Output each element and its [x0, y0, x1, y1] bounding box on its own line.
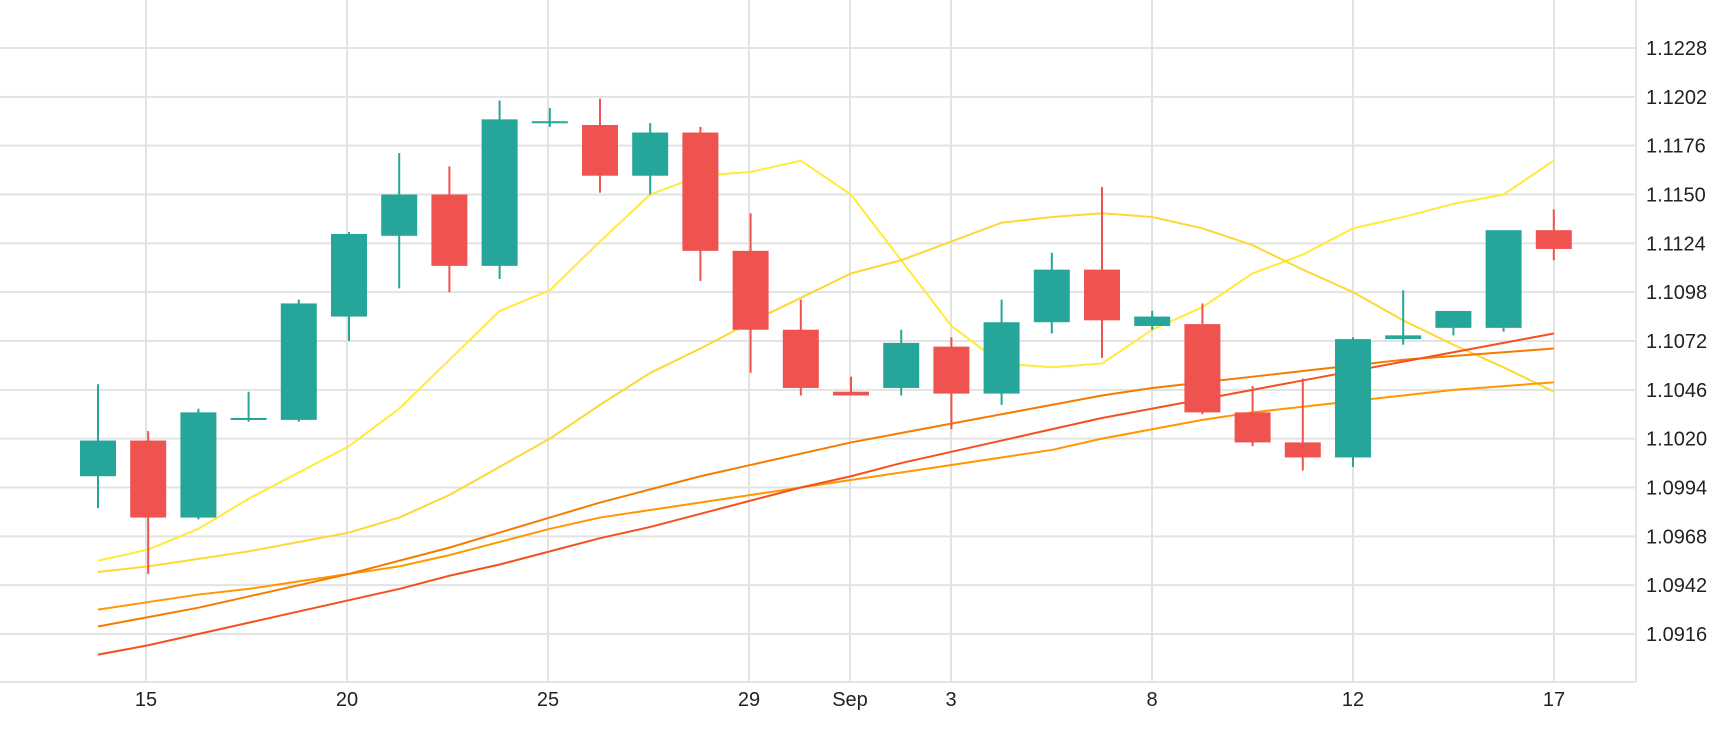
- candle-body-down: [1234, 412, 1271, 443]
- y-tick-label: 1.0942: [1646, 575, 1707, 597]
- candle-body-down: [431, 194, 468, 266]
- candle-body-down: [1284, 442, 1321, 458]
- candles: [80, 98, 1572, 574]
- axes: 1.0916 1.0942 1.0968 1.0994 1.1020 1.1046 1.10…: [0, 0, 1707, 711]
- candle-body-down: [1084, 269, 1120, 321]
- grid: [0, 0, 1636, 682]
- candle-body-up: [1385, 335, 1422, 340]
- candle-body-down: [130, 440, 167, 518]
- x-tick-label: 15: [135, 689, 157, 711]
- y-tick-label: 1.1020: [1646, 429, 1707, 451]
- moving-average-line: [97, 332, 1554, 656]
- candle-body-up: [1335, 339, 1371, 458]
- x-tick-label: 12: [1342, 689, 1364, 711]
- candle-body-up: [983, 322, 1020, 394]
- candle-body-up: [280, 303, 317, 420]
- candle-body-up: [1435, 310, 1472, 328]
- y-tick-label: 1.1046: [1646, 380, 1707, 402]
- candle-body-up: [331, 233, 367, 317]
- candle-body-up: [1033, 269, 1070, 323]
- candle-body-up: [883, 342, 920, 388]
- candle-body-up: [632, 132, 669, 176]
- x-tick-label: 8: [1146, 689, 1157, 711]
- candle-body-down: [732, 250, 769, 330]
- y-tick-label: 1.1202: [1646, 87, 1707, 109]
- y-tick-label: 1.0994: [1646, 478, 1707, 500]
- moving-average-line: [97, 159, 1555, 562]
- candle-body-down: [782, 329, 819, 388]
- x-tick-label: 3: [945, 689, 956, 711]
- x-tick-label: 17: [1543, 689, 1565, 711]
- candle-body-down: [933, 346, 970, 394]
- y-tick-label: 1.1098: [1646, 282, 1707, 304]
- candle-body-down: [833, 391, 869, 396]
- y-tick-label: 1.1176: [1646, 136, 1706, 158]
- x-tick-label: 20: [336, 689, 358, 711]
- moving-average-line: [97, 212, 1555, 574]
- y-tick-label: 1.1150: [1646, 185, 1706, 207]
- candle-body-down: [582, 125, 618, 176]
- candle-body-up: [1134, 316, 1171, 326]
- y-tick-label: 1.0916: [1646, 624, 1707, 646]
- candle-body-up: [80, 440, 116, 477]
- candle-body-up: [180, 412, 217, 518]
- x-tick-label: 29: [738, 689, 760, 711]
- candle-body-up: [481, 119, 518, 266]
- y-tick-label: 1.1072: [1646, 331, 1707, 353]
- x-tick-label: Sep: [832, 689, 868, 711]
- candle-body-up: [381, 194, 418, 236]
- x-tick-label: 25: [537, 689, 559, 711]
- candle-body-up: [531, 121, 568, 124]
- y-tick-label: 1.0968: [1646, 526, 1707, 548]
- candle-body-down: [1535, 230, 1572, 249]
- candle-body-up: [1485, 230, 1522, 328]
- y-tick-label: 1.1124: [1646, 233, 1706, 255]
- candle-body-up: [230, 418, 267, 421]
- moving-average-line: [97, 347, 1554, 628]
- candle-body-down: [1184, 324, 1221, 413]
- y-tick-label: 1.1228: [1646, 38, 1707, 60]
- moving-averages: [97, 159, 1555, 656]
- candle-body-down: [682, 132, 719, 251]
